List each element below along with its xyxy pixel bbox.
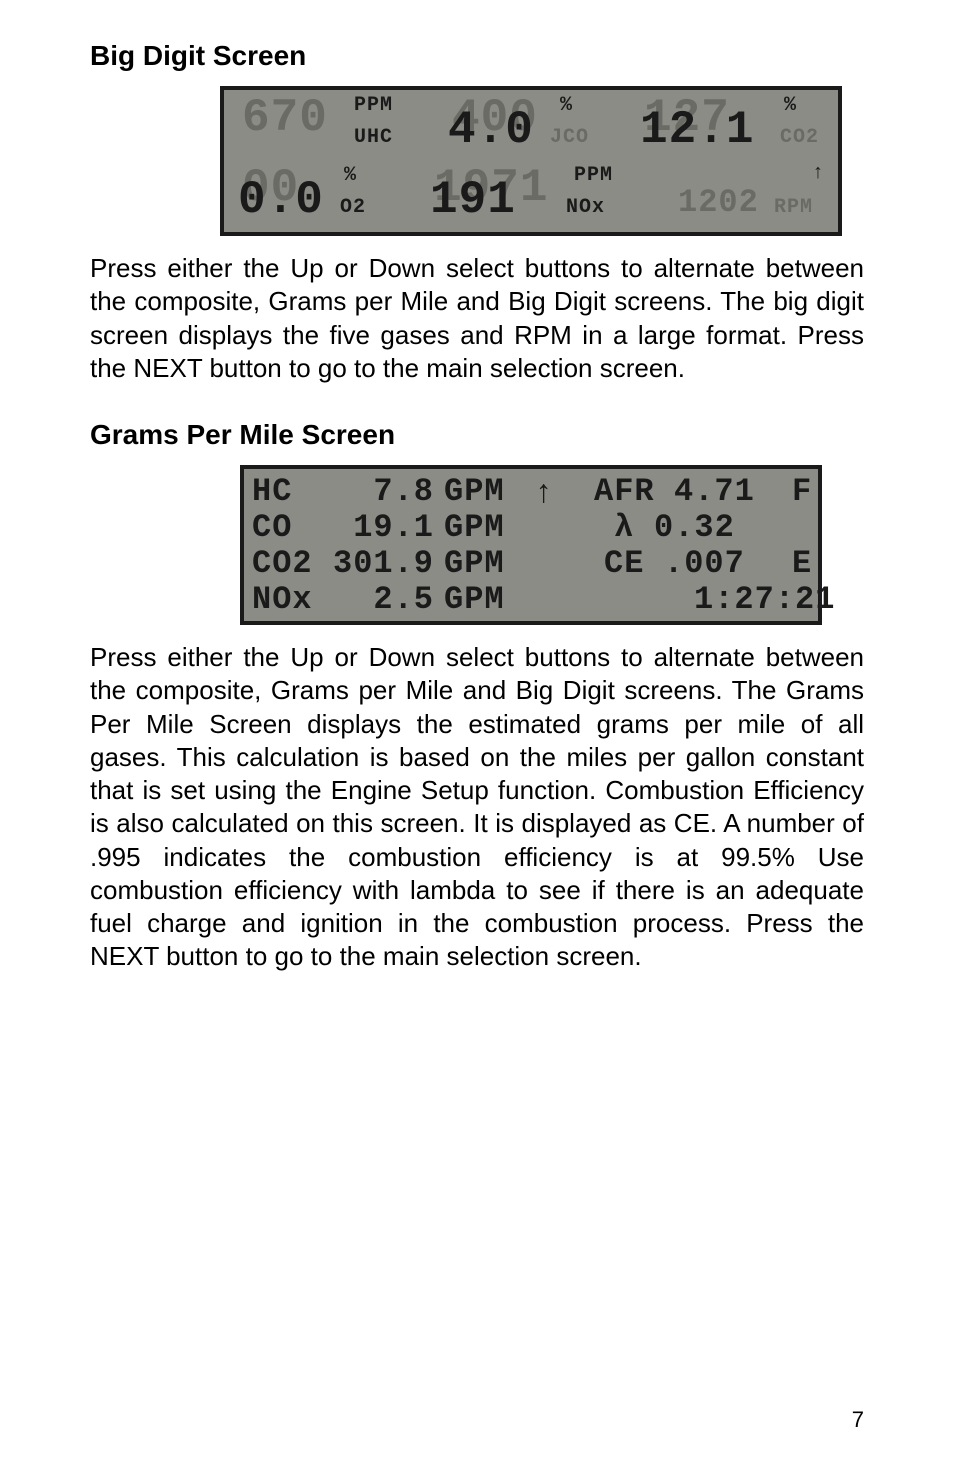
lcd1-rpm-unit: RPM [774, 196, 813, 219]
para-gpm: Press either the Up or Down select butto… [90, 641, 864, 974]
para-big-digit: Press either the Up or Down select butto… [90, 252, 864, 385]
lcd1-hc-unit-top: PPM [354, 94, 393, 117]
lcd2-co-unit: GPM [444, 509, 505, 546]
lcd2-time: 1:27:21 [694, 581, 835, 618]
lcd1-rpm-val: 1202 [678, 184, 759, 221]
lcd1-hc-ghost: 670 [242, 92, 328, 144]
lcd1-co2-unit-bot: CO2 [780, 126, 819, 149]
lcd2-lambda-label: λ [614, 509, 634, 546]
lcd2-co2-label: CO2 [252, 545, 313, 582]
lcd1-nox-val: 191 [430, 174, 516, 226]
lcd1-nox-unit-top: PPM [574, 164, 613, 187]
lcd2-nox-label: NOx [252, 581, 313, 618]
lcd2-arrow-icon: ↑ [534, 475, 554, 512]
lcd2-co2-val: 301.9 [326, 545, 434, 582]
lcd2-hc-label: HC [252, 473, 292, 510]
lcd1-o2-unit-bot: O2 [340, 196, 366, 219]
lcd1-o2-val: 0.0 [238, 174, 324, 226]
heading-gpm: Grams Per Mile Screen [90, 419, 864, 451]
lcd2-co-label: CO [252, 509, 292, 546]
lcd2-nox-unit: GPM [444, 581, 505, 618]
heading-big-digit: Big Digit Screen [90, 40, 864, 72]
lcd1-co-unit-top: % [560, 94, 573, 117]
lcd2-flag-e: E [792, 545, 812, 582]
lcd2-flag-f: F [792, 473, 812, 510]
lcd2-co-val: 19.1 [344, 509, 434, 546]
lcd1-co-val: 4.0 [448, 104, 534, 156]
lcd-big-digit: 670 PPM UHC 400 4.0 % JCO 127 12.1 % CO2… [220, 86, 842, 236]
lcd2-ce-val: .007 [664, 545, 745, 582]
lcd1-co2-unit-top: % [784, 94, 797, 117]
lcd2-afr-label: AFR [594, 473, 655, 510]
lcd2-nox-val: 2.5 [344, 581, 434, 618]
lcd2-hc-unit: GPM [444, 473, 505, 510]
lcd2-lambda-val: 0.32 [654, 509, 735, 546]
lcd2-hc-val: 7.8 [344, 473, 434, 510]
page-number: 7 [852, 1407, 864, 1433]
lcd1-co-unit-bot: JCO [550, 126, 589, 149]
lcd1-nox-unit-bot: NOx [566, 196, 605, 219]
lcd1-rpm-arrow: ↑ [812, 162, 825, 185]
lcd-gpm: HC 7.8 GPM CO 19.1 GPM CO2 301.9 GPM NOx… [240, 465, 822, 625]
lcd2-ce-label: CE [604, 545, 644, 582]
lcd2-co2-unit: GPM [444, 545, 505, 582]
lcd1-co2-val: 12.1 [640, 104, 754, 156]
lcd1-o2-unit-top: % [344, 164, 357, 187]
lcd1-hc-unit-bot: UHC [354, 126, 393, 149]
lcd2-afr-val: 4.71 [674, 473, 755, 510]
